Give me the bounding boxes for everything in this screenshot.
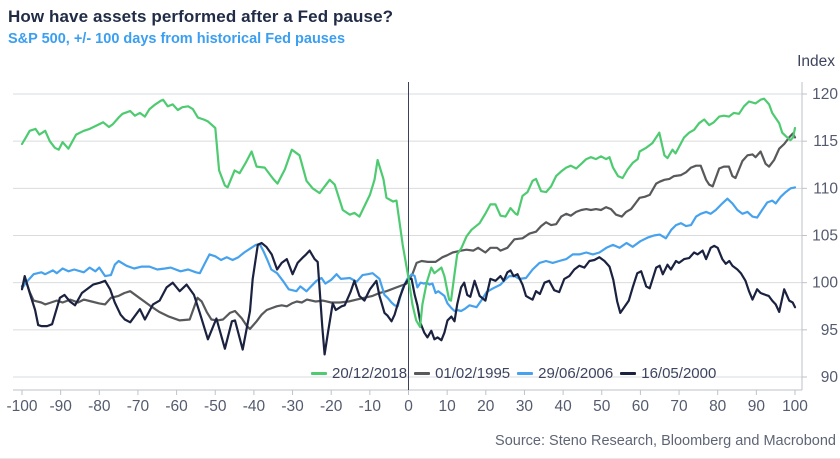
legend-label: 29/06/2006	[538, 365, 614, 382]
chart-subtitle: S&P 500, +/- 100 days from historical Fe…	[8, 31, 346, 47]
legend-swatch	[620, 372, 637, 375]
source-text: Source: Steno Research, Bloomberg and Ma…	[495, 433, 836, 449]
y-axis-title: Index	[797, 53, 835, 70]
y-tick-label: 120	[812, 86, 838, 103]
x-tick-label: 20	[477, 398, 495, 415]
y-tick-label: 90	[821, 369, 839, 386]
y-tick-label: 110	[813, 180, 838, 197]
x-tick-label: 100	[782, 398, 808, 415]
x-tick-label: 30	[516, 398, 534, 415]
legend-item: 16/05/2000	[620, 365, 716, 382]
x-tick-label: -60	[165, 398, 188, 415]
x-tick-label: 0	[404, 398, 413, 415]
legend-swatch	[311, 372, 327, 375]
x-tick-label: 10	[439, 398, 457, 415]
x-tick-label: -50	[204, 398, 227, 415]
legend-item: 29/06/2006	[517, 365, 613, 382]
series-line-16-05-2000	[20, 241, 797, 356]
legend-label: 01/02/1995	[435, 365, 511, 382]
y-tick-label: 100	[812, 275, 838, 292]
series-line-20-12-2018	[20, 97, 797, 329]
x-tick-label: -30	[281, 398, 304, 415]
x-tick-label: 50	[593, 398, 611, 415]
legend-swatch	[517, 372, 534, 375]
x-tick-label: 70	[670, 398, 688, 415]
x-tick-label: 60	[632, 398, 650, 415]
x-tick-label: 80	[709, 398, 727, 415]
x-tick-label: -40	[243, 398, 266, 415]
y-tick-label: 105	[812, 228, 838, 245]
legend-item: 20/12/2018	[311, 365, 407, 382]
legend-label: 16/05/2000	[641, 365, 717, 382]
legend-swatch	[414, 372, 431, 375]
page-title: How have assets performed after a Fed pa…	[8, 7, 394, 26]
x-tick-label: 40	[554, 398, 572, 415]
x-tick-label: -10	[359, 398, 382, 415]
x-tick-label: -80	[88, 398, 111, 415]
gridlines	[13, 93, 802, 378]
y-axis: 120 115 110 105 100 95 90	[801, 82, 839, 390]
legend-item: 01/02/1995	[414, 365, 510, 382]
x-tick-label: 90	[748, 398, 766, 415]
legend-label: 20/12/2018	[332, 365, 408, 382]
y-tick-label: 95	[821, 322, 838, 339]
series-line-29-06-2006	[20, 186, 797, 313]
series-line-01-02-1995	[20, 132, 797, 330]
x-tick-label: -100	[6, 398, 37, 415]
x-tick-label: -70	[127, 398, 150, 415]
x-axis: -100 -90 -80 -70 -60 -50 -40 -30 -20 -10 0 10 20 30 40…	[6, 389, 808, 415]
y-tick-label: 115	[813, 133, 838, 150]
chart-legend: 20/12/2018 01/02/1995 29/06/2006 16/05/2000	[311, 365, 716, 382]
x-tick-label: -90	[49, 398, 72, 415]
x-tick-label: -20	[320, 398, 343, 415]
